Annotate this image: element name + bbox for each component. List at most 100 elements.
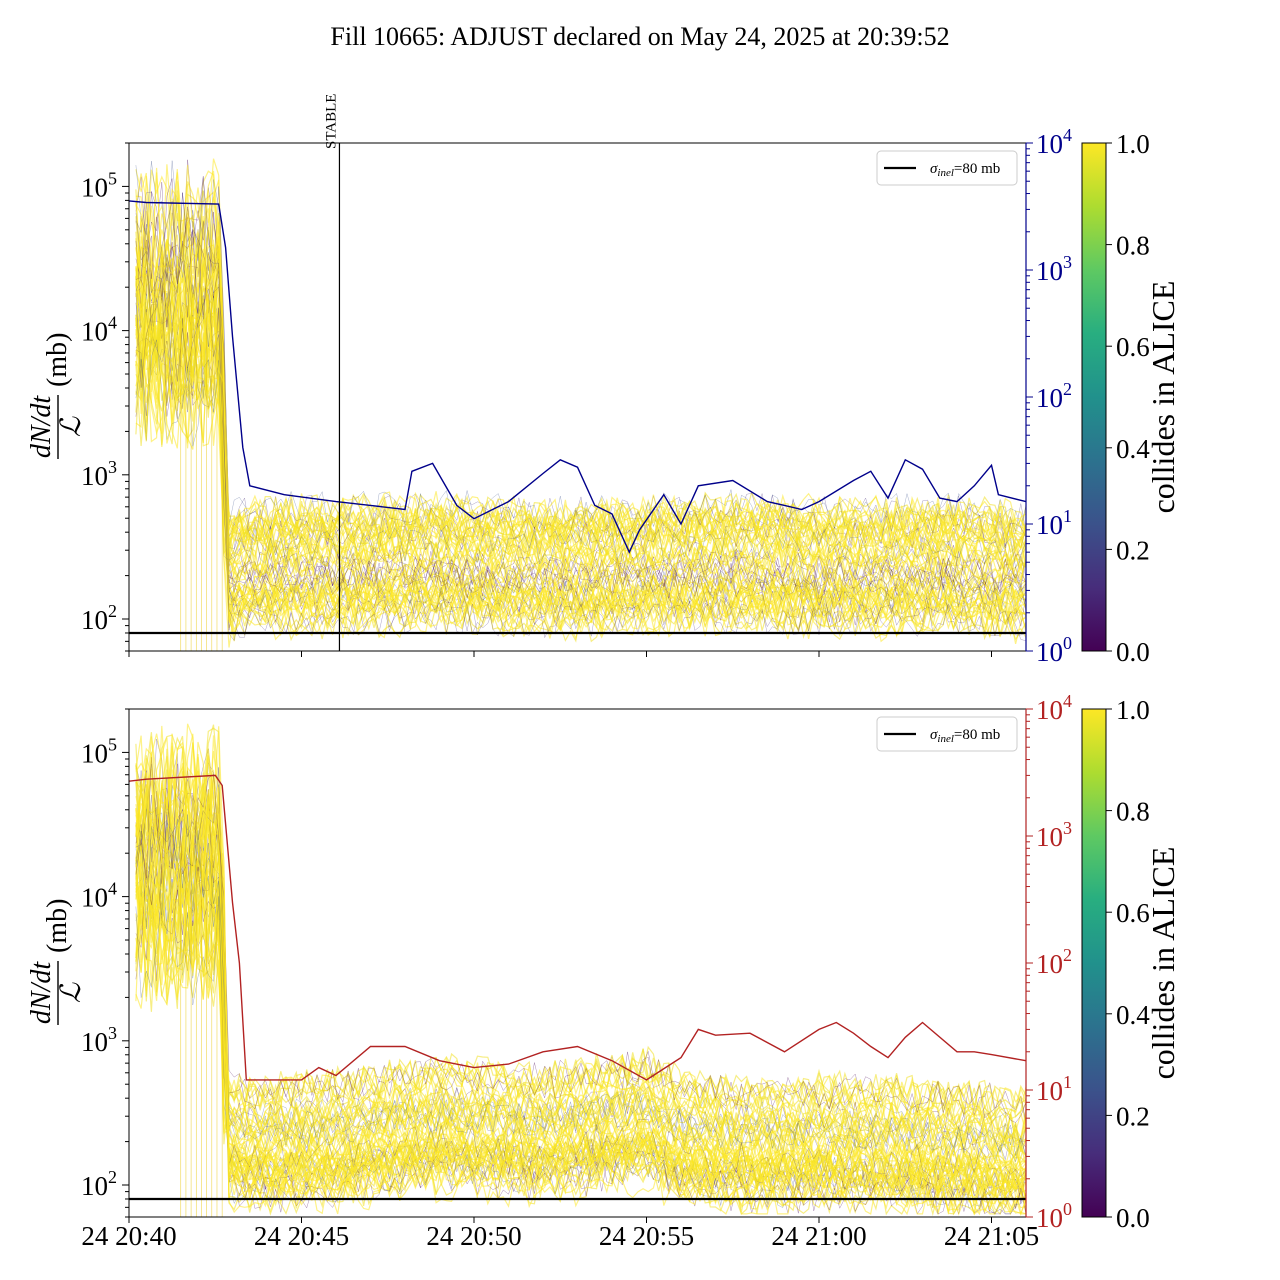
- secondary-line: [129, 200, 1026, 554]
- y2-tick-label: 101: [1036, 1072, 1072, 1106]
- colorbar-tick-label: 1.0: [1116, 129, 1150, 159]
- bunch-trace: [135, 164, 1026, 550]
- ylabel-bottom-unit: (mb): [42, 899, 73, 953]
- bunch-trace: [135, 247, 1026, 607]
- bunch-trace: [135, 791, 1026, 1215]
- y-tick-label: 103: [81, 1023, 117, 1057]
- colorbar-top-ticks: 0.0 0.2 0.4 0.6 0.8 1.0: [1106, 129, 1150, 667]
- y-tick-label: 104: [81, 879, 117, 913]
- y-tick-label: 105: [81, 734, 117, 768]
- secondary-line: [129, 774, 1026, 1081]
- bunch-trace: [135, 814, 1026, 1156]
- y2-tick-label: 102: [1036, 945, 1072, 979]
- colorbar-top-label: collides in ALICE: [1145, 281, 1181, 514]
- x-tick-label: 24 20:40: [81, 1221, 176, 1251]
- y2-tick-label: 104: [1036, 125, 1072, 159]
- bunch-trace: [135, 786, 1026, 1204]
- colorbar-top: 0.0 0.2 0.4 0.6 0.8 1.0 collides in ALICE: [1081, 129, 1181, 667]
- colorbar-bottom-gradient: [1081, 708, 1107, 1218]
- y2-tick-label: 101: [1036, 506, 1072, 540]
- bunch-trace: [135, 879, 1026, 1119]
- bunch-trace: [135, 247, 1026, 601]
- x-tick-label: 24 20:50: [426, 1221, 521, 1251]
- colorbar-tick-label: 1.0: [1116, 695, 1150, 725]
- bunch-traces: [135, 158, 1026, 651]
- y2-tick-label: 102: [1036, 379, 1072, 413]
- colorbar-top-gradient: [1081, 142, 1107, 652]
- ylabel-bottom-denominator: ℒ: [56, 982, 87, 1003]
- colorbar-tick-label: 0.8: [1116, 231, 1150, 261]
- bunch-trace: [135, 343, 1026, 556]
- colorbar-tick-label: 0.6: [1116, 898, 1150, 928]
- legend: σinel=80 mb: [876, 716, 1018, 752]
- ylabel-top-denominator: ℒ: [56, 416, 87, 437]
- legend-box: [876, 150, 1018, 186]
- bunch-trace: [135, 778, 1026, 1155]
- y2-tick-label: 103: [1036, 252, 1072, 286]
- bunch-trace: [135, 769, 1026, 1172]
- bunch-trace: [135, 246, 1026, 543]
- bunch-trace: [135, 308, 1026, 638]
- bunch-trace: [135, 881, 1026, 1156]
- bunch-traces: [135, 723, 1026, 1217]
- ylabel-top-numerator: dN/dt: [26, 395, 57, 458]
- ylabel-bottom: dN/dt ℒ (mb): [26, 899, 87, 1025]
- plot-area: [129, 709, 1026, 1217]
- x-tick-label: 24 20:45: [254, 1221, 349, 1251]
- bunch-trace: [135, 270, 1026, 643]
- legend-box: [876, 716, 1018, 752]
- bunch-trace: [135, 292, 1026, 624]
- bunch-trace: [135, 885, 1026, 1145]
- bunch-trace: [135, 192, 1026, 602]
- colorbar-bottom-label: collides in ALICE: [1145, 847, 1181, 1080]
- bunch-trace: [135, 757, 1026, 1171]
- y2-tick-label: 100: [1036, 1199, 1072, 1233]
- y-tick-label: 102: [81, 601, 117, 635]
- legend: σinel=80 mb: [876, 150, 1018, 186]
- y-tick-label: 104: [81, 313, 117, 347]
- legend-label: σinel=80 mb: [930, 161, 1000, 179]
- bunch-trace: [135, 258, 1026, 618]
- bunch-trace: [135, 215, 1026, 573]
- bunch-trace: [135, 301, 1026, 556]
- ylabel-top: dN/dt ℒ (mb): [26, 333, 87, 459]
- stable-label: STABLE: [323, 94, 339, 149]
- bunch-trace: [135, 313, 1026, 572]
- bunch-trace: [135, 741, 1026, 1202]
- x-tick-label: 24 21:05: [944, 1221, 1039, 1251]
- colorbar-tick-label: 0.0: [1116, 1203, 1150, 1233]
- colorbar-tick-label: 0.0: [1116, 637, 1150, 667]
- bunch-trace: [135, 781, 1026, 1153]
- colorbar-tick-label: 0.6: [1116, 332, 1150, 362]
- bunch-trace: [135, 158, 1026, 621]
- colorbar-tick-label: 0.8: [1116, 797, 1150, 827]
- bunch-trace: [135, 736, 1026, 1118]
- y2-tick-label: 100: [1036, 633, 1072, 667]
- bunch-trace: [135, 807, 1026, 1185]
- bunch-trace: [135, 247, 1026, 584]
- bunch-trace: [135, 801, 1026, 1146]
- y-tick-label: 103: [81, 457, 117, 491]
- y-tick-label: 102: [81, 1167, 117, 1201]
- colorbar-bottom-ticks: 0.0 0.2 0.4 0.6 0.8 1.0: [1106, 695, 1150, 1233]
- colorbar-tick-label: 0.4: [1116, 1000, 1150, 1030]
- legend-label: σinel=80 mb: [930, 727, 1000, 745]
- colorbar-tick-label: 0.2: [1116, 1101, 1150, 1131]
- figure-title: Fill 10665: ADJUST declared on May 24, 2…: [330, 22, 949, 51]
- panel-bottom: 102 103 104 105 100 101 102 103 104 24 20:40 24 20…: [81, 691, 1072, 1251]
- ylabel-top-unit: (mb): [42, 333, 73, 387]
- y-tick-label: 105: [81, 168, 117, 202]
- bunch-trace: [135, 184, 1026, 559]
- panel-top: STABLE 102 103 104 105 100 101 102 103 104 σinel=8…: [81, 94, 1072, 667]
- bunch-trace: [135, 845, 1026, 1216]
- y2-tick-label: 103: [1036, 818, 1072, 852]
- colorbar-tick-label: 0.2: [1116, 535, 1150, 565]
- bunch-trace: [135, 233, 1026, 536]
- bunch-trace: [135, 871, 1026, 1174]
- bunch-trace: [135, 278, 1026, 593]
- bunch-trace: [135, 757, 1026, 1123]
- bunch-trace: [135, 339, 1026, 569]
- ylabel-bottom-numerator: dN/dt: [26, 961, 57, 1024]
- colorbar-bottom: 0.0 0.2 0.4 0.6 0.8 1.0 collides in ALICE: [1081, 695, 1181, 1233]
